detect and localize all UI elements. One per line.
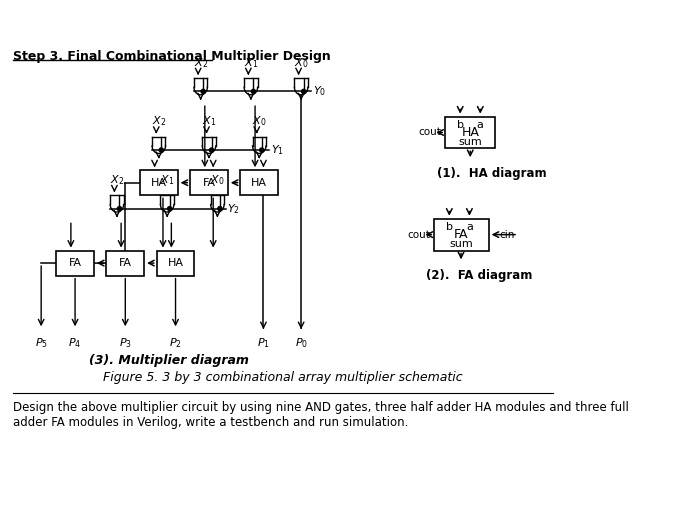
Text: $P_4$: $P_4$ — [69, 336, 81, 350]
Text: FA: FA — [69, 258, 81, 268]
Text: $Y_1$: $Y_1$ — [271, 143, 284, 157]
Text: a: a — [477, 120, 484, 130]
Bar — [445, 116, 495, 149]
Text: HA: HA — [461, 126, 479, 139]
Text: $Y_2$: $Y_2$ — [227, 202, 240, 216]
Text: $X_2$: $X_2$ — [194, 56, 208, 70]
Circle shape — [260, 148, 264, 152]
Bar — [140, 170, 178, 196]
Text: $P_0$: $P_0$ — [295, 336, 308, 350]
Bar — [157, 250, 194, 276]
Text: $X_0$: $X_0$ — [210, 173, 225, 187]
Text: $P_1$: $P_1$ — [257, 336, 270, 350]
Text: $Y_0$: $Y_0$ — [313, 84, 326, 99]
Text: Design the above multiplier circuit by using nine AND gates, three half adder HA: Design the above multiplier circuit by u… — [13, 401, 629, 414]
Text: cin: cin — [499, 230, 515, 240]
Text: b: b — [457, 120, 464, 130]
Text: $X_0$: $X_0$ — [294, 56, 308, 70]
Bar — [190, 170, 228, 196]
Text: HA: HA — [151, 178, 167, 188]
Text: $X_0$: $X_0$ — [252, 114, 267, 128]
Text: $X_1$: $X_1$ — [160, 173, 174, 187]
Circle shape — [302, 90, 306, 93]
Circle shape — [218, 207, 222, 211]
Bar — [240, 170, 278, 196]
Bar — [57, 250, 94, 276]
Text: $P_2$: $P_2$ — [169, 336, 182, 350]
Text: a: a — [466, 222, 473, 232]
Text: $X_2$: $X_2$ — [110, 173, 124, 187]
Circle shape — [209, 148, 213, 152]
Text: FA: FA — [203, 178, 215, 188]
Text: $X_1$: $X_1$ — [244, 56, 258, 70]
Text: adder FA modules in Verilog, write a testbench and run simulation.: adder FA modules in Verilog, write a tes… — [13, 416, 409, 430]
Text: (3). Multiplier diagram: (3). Multiplier diagram — [90, 354, 249, 367]
Circle shape — [160, 148, 164, 152]
Circle shape — [168, 207, 172, 211]
Text: (2).  FA diagram: (2). FA diagram — [426, 269, 532, 282]
Text: $P_5$: $P_5$ — [35, 336, 48, 350]
Bar — [106, 250, 144, 276]
Text: $X_2$: $X_2$ — [151, 114, 166, 128]
Text: Figure 5. 3 by 3 combinational array multiplier schematic: Figure 5. 3 by 3 combinational array mul… — [103, 371, 462, 384]
Text: Step 3. Final Combinational Multiplier Design: Step 3. Final Combinational Multiplier D… — [13, 50, 331, 63]
Circle shape — [117, 207, 122, 211]
Text: (1).  HA diagram: (1). HA diagram — [437, 167, 546, 180]
Text: HA: HA — [168, 258, 184, 268]
Text: FA: FA — [119, 258, 132, 268]
Circle shape — [201, 90, 205, 93]
Text: $P_3$: $P_3$ — [119, 336, 132, 350]
Text: sum: sum — [458, 136, 482, 147]
Circle shape — [251, 90, 256, 93]
Text: $X_1$: $X_1$ — [202, 114, 216, 128]
Text: cout: cout — [418, 128, 441, 138]
Text: sum: sum — [449, 239, 473, 249]
Text: cout: cout — [407, 230, 430, 240]
Text: FA: FA — [454, 228, 468, 241]
Text: b: b — [446, 222, 453, 232]
Bar — [434, 219, 489, 250]
Text: HA: HA — [251, 178, 267, 188]
